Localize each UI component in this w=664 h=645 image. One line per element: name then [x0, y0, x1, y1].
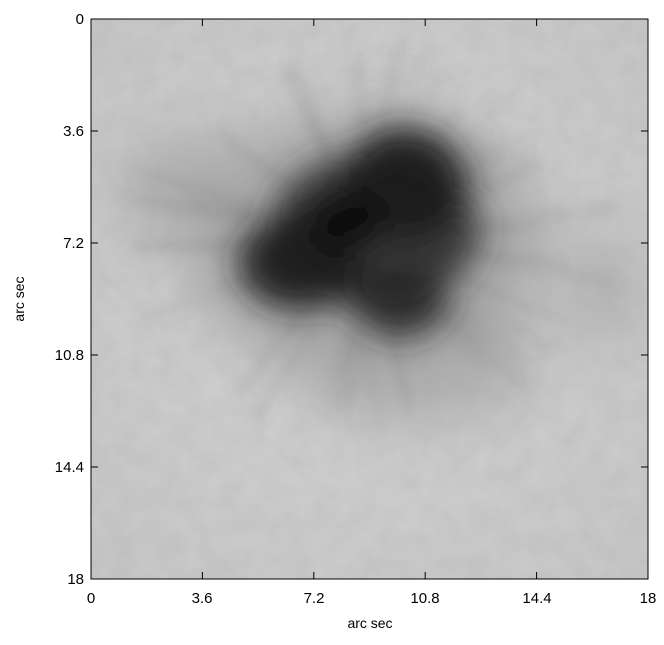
- sunspot-image: [91, 19, 648, 579]
- x-tick-label: 18: [640, 590, 657, 607]
- y-tick-label: 7.2: [63, 235, 84, 252]
- x-tick-label: 10.8: [410, 590, 439, 607]
- x-tick-label: 3.6: [192, 590, 213, 607]
- x-axis-label: arc sec: [347, 615, 392, 631]
- x-tick-labels: 0 3.6 7.2 10.8 14.4 18: [87, 590, 657, 607]
- y-axis-label: arc sec: [11, 276, 27, 321]
- axes-frame: [90, 18, 649, 580]
- y-tick-label: 18: [67, 571, 84, 588]
- y-tick-label: 10.8: [55, 347, 84, 364]
- tick-marks: [90, 18, 649, 580]
- vignette: [91, 19, 648, 579]
- y-tick-label: 0: [76, 11, 84, 28]
- y-tick-label: 3.6: [63, 123, 84, 140]
- x-tick-label: 0: [87, 590, 95, 607]
- y-tick-labels: 0 3.6 7.2 10.8 14.4 18: [55, 11, 84, 588]
- x-tick-label: 7.2: [304, 590, 325, 607]
- y-tick-label: 14.4: [55, 459, 84, 476]
- x-tick-label: 14.4: [522, 590, 551, 607]
